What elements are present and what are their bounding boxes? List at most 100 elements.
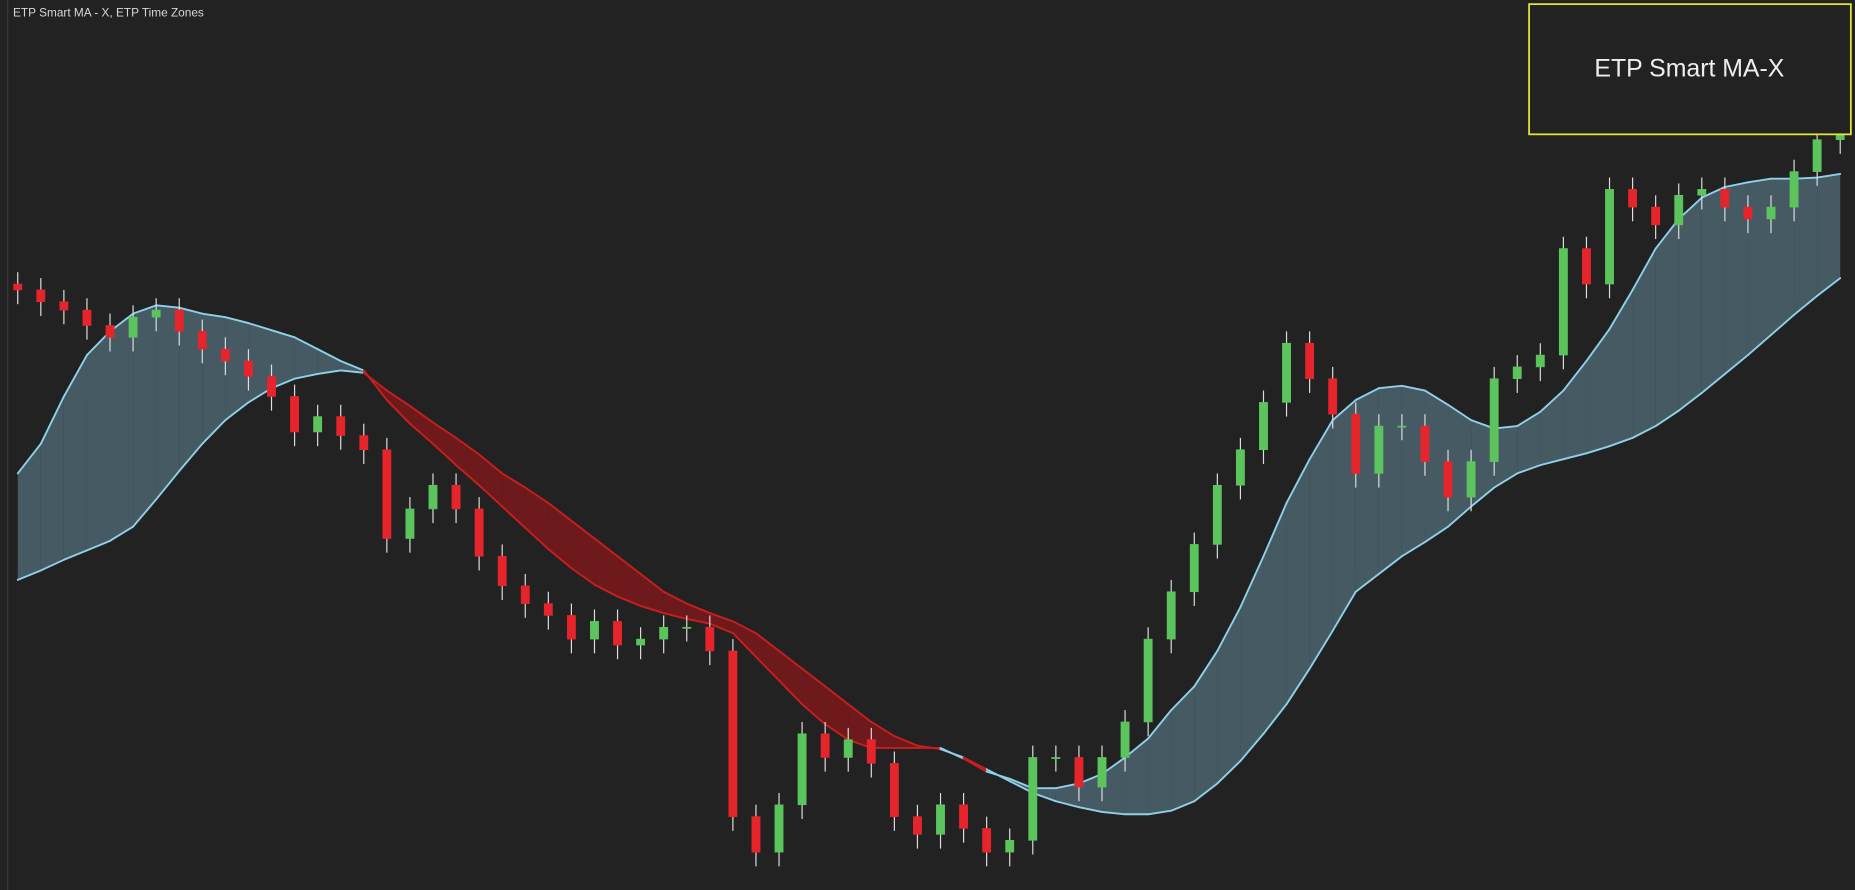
fast-ma-segment bbox=[616, 595, 642, 607]
fast-ma-segment bbox=[1170, 685, 1196, 712]
ma-band bbox=[502, 473, 526, 528]
ma-band bbox=[1424, 390, 1449, 543]
candle-body bbox=[1512, 366, 1522, 380]
slow-ma-segment bbox=[1562, 452, 1588, 461]
candle-body bbox=[313, 416, 323, 433]
candle-body bbox=[566, 615, 576, 640]
ma-band bbox=[1448, 404, 1472, 527]
ma-band bbox=[386, 390, 410, 424]
slow-ma-segment bbox=[432, 421, 458, 439]
ma-band bbox=[1332, 400, 1356, 631]
slow-ma-segment bbox=[1723, 354, 1749, 375]
slow-ma-segment bbox=[1354, 573, 1380, 593]
slow-ma-segment bbox=[1493, 472, 1519, 489]
slow-ma-segment bbox=[62, 549, 88, 561]
candle-body bbox=[936, 804, 945, 835]
slow-ma-segment bbox=[1816, 277, 1842, 297]
slow-ma-segment bbox=[801, 667, 827, 688]
fast-ma-segment bbox=[1308, 419, 1334, 461]
slow-ma-segment bbox=[385, 389, 411, 407]
fast-ma-segment bbox=[1354, 387, 1380, 401]
fast-ma-segment bbox=[1216, 606, 1242, 652]
slow-ma-segment bbox=[547, 502, 573, 522]
slow-ma-segment bbox=[570, 519, 596, 540]
candle-body bbox=[1374, 425, 1384, 474]
fast-ma-segment bbox=[1285, 458, 1311, 504]
ma-band bbox=[1817, 173, 1841, 296]
candle-body bbox=[105, 325, 115, 338]
ma-band bbox=[133, 305, 157, 527]
ma-band bbox=[1517, 411, 1541, 474]
candles bbox=[13, 120, 1845, 867]
slow-ma-segment bbox=[1470, 486, 1496, 508]
fast-ma-segment bbox=[1608, 289, 1634, 330]
fast-ma-segment bbox=[178, 306, 204, 315]
fast-ma-segment bbox=[1262, 502, 1288, 558]
candle-body bbox=[705, 626, 715, 652]
slow-ma-segment bbox=[639, 573, 665, 593]
fast-ma-segment bbox=[1816, 173, 1842, 179]
slow-ma-segment bbox=[962, 756, 988, 771]
fast-ma-segment bbox=[385, 399, 411, 425]
ma-band bbox=[1724, 182, 1748, 374]
fast-ma-segment bbox=[824, 723, 850, 741]
slow-ma-segment bbox=[1447, 505, 1473, 528]
fast-ma-segment bbox=[708, 622, 734, 635]
slow-ma-segment bbox=[731, 620, 757, 635]
candle-body bbox=[889, 763, 899, 817]
ma-band bbox=[1309, 420, 1333, 669]
slow-ma-segment bbox=[1770, 313, 1796, 336]
fast-ma-segment bbox=[1239, 555, 1265, 609]
ma-band bbox=[63, 355, 87, 560]
annotation-box bbox=[1528, 3, 1852, 136]
slow-ma-segment bbox=[224, 401, 250, 422]
candle-body bbox=[1582, 248, 1591, 285]
slow-ma-segment bbox=[339, 369, 365, 374]
candle-body bbox=[267, 376, 276, 397]
fast-ma-segment bbox=[685, 618, 711, 625]
ma-band bbox=[1148, 710, 1172, 815]
slow-ma-segment bbox=[201, 419, 227, 445]
fast-ma-segment bbox=[270, 329, 296, 339]
candle-body bbox=[1789, 171, 1799, 208]
slow-ma-segment bbox=[362, 371, 388, 392]
slow-ma-segment bbox=[1077, 806, 1103, 813]
ma-band bbox=[271, 330, 295, 389]
fast-ma-segment bbox=[1400, 384, 1426, 392]
candle-body bbox=[59, 301, 69, 311]
fast-ma-segment bbox=[778, 679, 804, 706]
candle-body bbox=[1489, 378, 1499, 462]
ma-band bbox=[294, 337, 318, 379]
slow-ma-segment bbox=[1608, 436, 1634, 448]
candle-body bbox=[1628, 189, 1638, 208]
fast-ma-segment bbox=[224, 316, 250, 325]
fast-ma-segment bbox=[293, 336, 319, 351]
slow-ma-segment bbox=[1377, 555, 1403, 575]
fast-ma-segment bbox=[1700, 186, 1726, 199]
candle-body bbox=[220, 348, 230, 362]
candle-body bbox=[1259, 402, 1268, 451]
ma-band bbox=[1286, 459, 1310, 705]
candle-body bbox=[1028, 757, 1038, 841]
ma-band bbox=[1563, 360, 1587, 460]
ma-band bbox=[202, 313, 226, 444]
slow-ma-segment bbox=[1193, 782, 1219, 803]
ma-band bbox=[1078, 774, 1102, 812]
slow-ma-segment bbox=[893, 735, 919, 747]
candle-body bbox=[428, 484, 438, 510]
slow-ma-segment bbox=[824, 685, 850, 706]
ma-band bbox=[156, 305, 180, 500]
ma-band bbox=[1217, 607, 1241, 784]
candle-body bbox=[913, 816, 922, 835]
slow-ma-segment bbox=[1054, 800, 1080, 809]
slow-ma-segment bbox=[1285, 667, 1311, 706]
candle-body bbox=[82, 309, 92, 326]
slow-ma-segment bbox=[1331, 590, 1357, 632]
slow-ma-segment bbox=[593, 537, 619, 558]
slow-ma-segment bbox=[1216, 760, 1242, 785]
candle-body bbox=[1443, 461, 1453, 498]
candle-body bbox=[682, 626, 692, 629]
candle-body bbox=[959, 804, 969, 829]
fast-ma-segment bbox=[1723, 181, 1749, 188]
